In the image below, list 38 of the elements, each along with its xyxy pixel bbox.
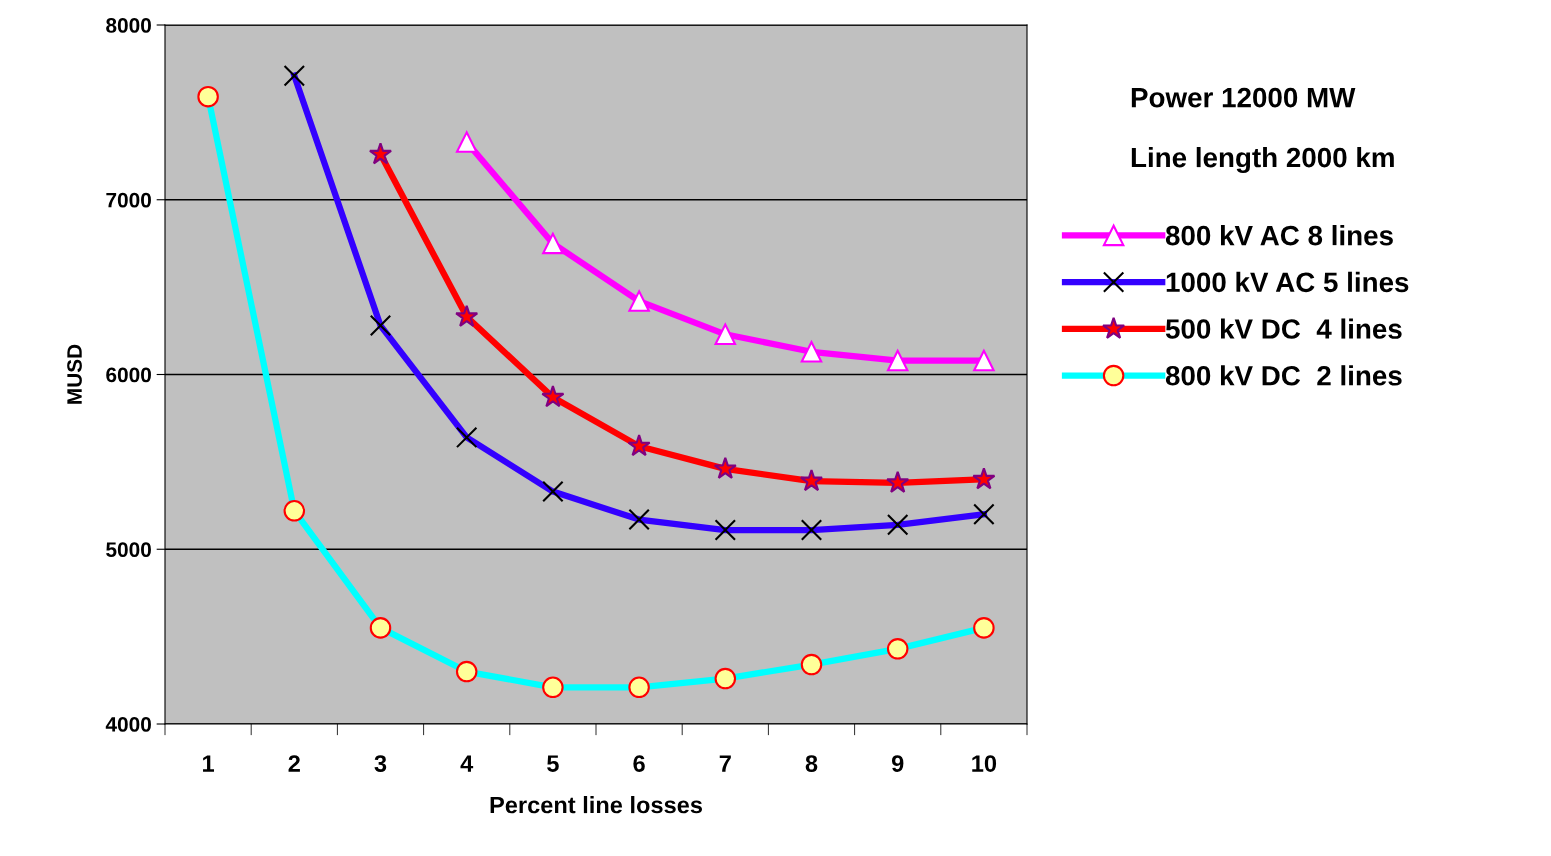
- x-tick-label: 9: [891, 755, 904, 772]
- y-tick-label: 7000: [106, 192, 151, 208]
- legend-label: 800 kV AC 8 lines: [1165, 225, 1393, 246]
- x-axis-title: Percent line losses: [490, 796, 702, 814]
- point: [455, 304, 479, 327]
- point: [886, 349, 909, 372]
- text: Line length 2000 km: [1131, 146, 1394, 174]
- point: [799, 468, 824, 492]
- x-tick-label: 6: [633, 755, 645, 772]
- point: [713, 456, 737, 479]
- x-tick-label: 7: [719, 755, 731, 772]
- legend-label: 500 kV DC 4 lines: [1165, 318, 1402, 339]
- point: [628, 290, 650, 312]
- point: [368, 142, 393, 165]
- point: [800, 341, 823, 363]
- y-tick-label: 5000: [106, 542, 151, 557]
- x-tick-label: 2: [288, 755, 300, 772]
- y-tick-label: 6000: [106, 367, 151, 383]
- point: [714, 323, 737, 346]
- point: [972, 467, 996, 490]
- point: [455, 131, 478, 153]
- point: [542, 232, 564, 255]
- y-tick-label: 8000: [106, 18, 151, 33]
- x-tick-label: 5: [547, 755, 559, 772]
- x-tick-label: 4: [460, 755, 474, 772]
- legend-label: 800 kV DC 2 lines: [1165, 365, 1402, 386]
- point: [886, 470, 910, 493]
- x-tick-label: 8: [805, 755, 818, 772]
- text: Power 12000 MW: [1131, 87, 1356, 108]
- point: [541, 385, 565, 408]
- point: [627, 434, 651, 457]
- x-tick-label: 10: [972, 755, 997, 772]
- x-tick-label: 3: [374, 755, 387, 772]
- y-tick-label: 4000: [105, 717, 151, 732]
- y-axis-title: MUSD: [67, 344, 82, 404]
- legend-label: 1000 kV AC 5 lines: [1166, 271, 1409, 293]
- point: [973, 349, 995, 372]
- x-tick-label: 1: [203, 755, 215, 772]
